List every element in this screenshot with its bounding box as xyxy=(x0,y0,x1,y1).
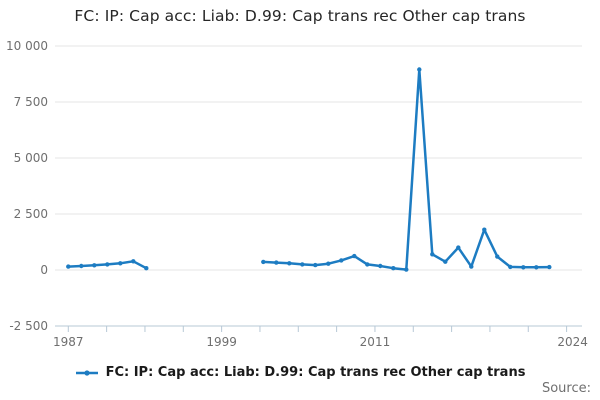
data-line xyxy=(263,68,550,271)
data-point-marker xyxy=(326,261,331,266)
data-point-marker xyxy=(417,67,422,72)
data-point-marker xyxy=(482,227,487,232)
data-point-marker xyxy=(313,262,318,268)
data-point-marker xyxy=(79,263,84,269)
data-point-marker xyxy=(404,267,409,272)
source-label: Source: xyxy=(541,381,591,396)
data-point-marker xyxy=(547,264,552,270)
data-point-marker xyxy=(456,245,461,250)
data-point-marker xyxy=(287,261,292,266)
data-point-marker xyxy=(430,252,435,257)
legend-series-label: FC: IP: Cap acc: Liab: D.99: Cap trans r… xyxy=(105,365,526,380)
data-point-marker xyxy=(131,259,136,264)
data-point-marker xyxy=(443,259,448,264)
y-axis-tick-label: 5 000 xyxy=(14,151,48,165)
y-axis-tick-label: 2 500 xyxy=(14,207,48,221)
data-point-marker xyxy=(508,264,513,270)
chart-title: FC: IP: Cap acc: Liab: D.99: Cap trans r… xyxy=(74,7,526,25)
data-point-marker xyxy=(352,253,357,259)
data-point-marker xyxy=(92,263,97,268)
legend: FC: IP: Cap acc: Liab: D.99: Cap trans r… xyxy=(0,365,600,380)
data-point-marker xyxy=(534,265,539,270)
x-axis-tick-label: 2024 xyxy=(557,335,588,349)
y-axis-tick-label: 10 000 xyxy=(6,39,48,53)
data-point-marker xyxy=(365,262,370,267)
data-point-marker xyxy=(66,264,71,269)
x-axis-tick-label: 1987 xyxy=(53,335,84,349)
y-axis-tick-label: -2 500 xyxy=(9,319,48,333)
y-axis-tick-label: 7 500 xyxy=(14,95,48,109)
data-point-marker xyxy=(391,266,396,271)
line-chart-plot: 10 000 7 500 5 000 2 500 0 -2 500 1987 1999 2011… xyxy=(6,39,588,349)
data-point-marker xyxy=(274,260,279,265)
data-point-marker xyxy=(521,265,526,270)
data-point-marker xyxy=(378,263,383,269)
data-point-marker xyxy=(105,262,110,267)
x-axis-tick-label: 2011 xyxy=(360,335,391,349)
legend-line-marker-icon xyxy=(75,369,98,376)
data-point-marker xyxy=(495,254,500,259)
x-axis-tick-label: 1999 xyxy=(206,335,237,349)
data-point-marker xyxy=(300,262,305,267)
data-point-marker xyxy=(261,259,266,265)
data-point-marker xyxy=(118,261,123,266)
data-point-marker xyxy=(144,266,149,271)
y-axis-tick-label: 0 xyxy=(40,263,48,277)
data-point-marker xyxy=(339,258,344,263)
data-point-marker xyxy=(469,264,474,269)
